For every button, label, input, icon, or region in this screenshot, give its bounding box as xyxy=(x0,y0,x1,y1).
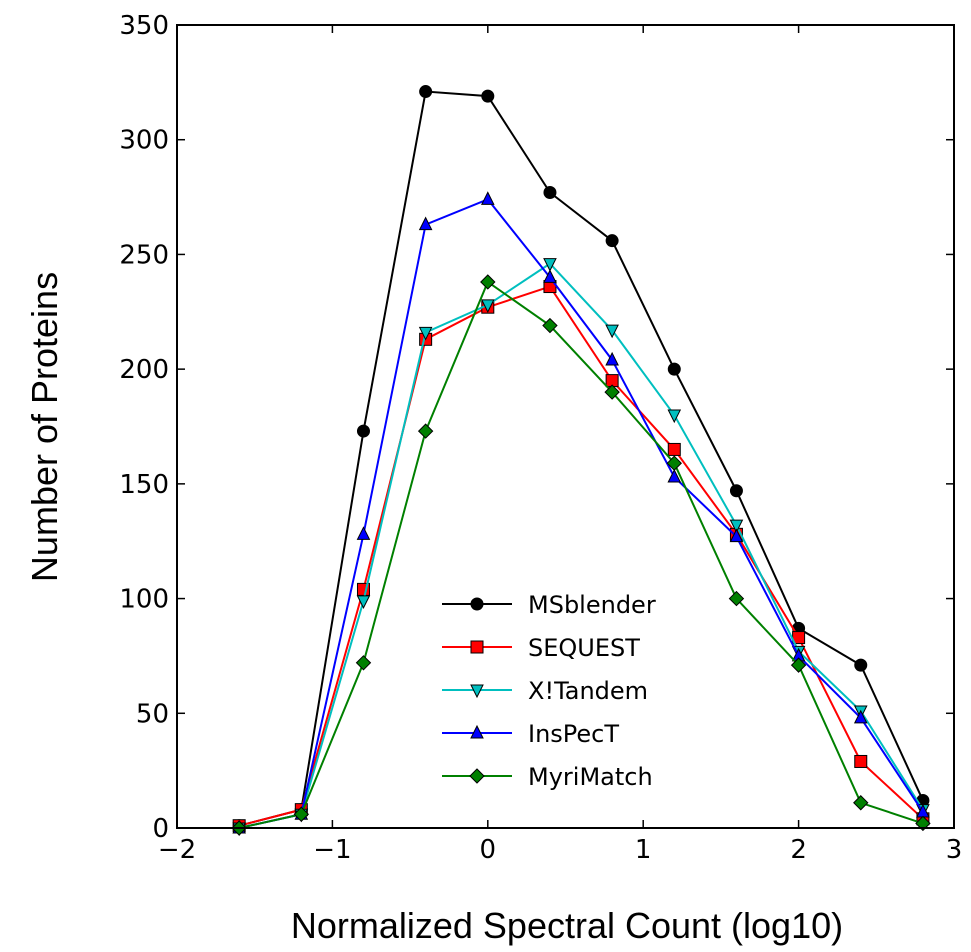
y-tick-label: 100 xyxy=(119,585,169,615)
legend-label: InsPecT xyxy=(528,720,619,748)
x-tick-label: 0 xyxy=(480,835,497,865)
legend-label: SEQUEST xyxy=(528,634,640,662)
legend-marker xyxy=(470,597,484,611)
data-point xyxy=(604,384,620,400)
data-point xyxy=(854,658,868,672)
series-line xyxy=(238,262,924,829)
legend-label: X!Tandem xyxy=(528,677,648,705)
y-tick-label: 0 xyxy=(152,814,169,844)
legend-marker xyxy=(470,684,484,699)
data-point xyxy=(853,795,869,811)
data-point xyxy=(417,423,434,439)
x-tick-label: −1 xyxy=(313,835,351,865)
legend-item: X!Tandem xyxy=(442,677,648,705)
y-tick-label: 350 xyxy=(119,11,169,41)
data-point xyxy=(419,85,433,99)
series-line xyxy=(238,280,924,829)
legend-marker xyxy=(470,640,484,654)
series-sequest xyxy=(232,280,930,833)
legend-item: InsPecT xyxy=(442,720,619,748)
data-point xyxy=(418,216,433,231)
data-point xyxy=(480,274,496,290)
data-point xyxy=(542,317,558,334)
legend-marker xyxy=(470,724,484,739)
data-point xyxy=(853,709,868,724)
data-point xyxy=(356,595,371,609)
y-tick-label: 150 xyxy=(119,470,169,500)
data-point xyxy=(854,754,868,768)
data-point xyxy=(729,484,743,498)
series-myrimatch xyxy=(231,274,931,836)
data-point xyxy=(480,191,495,205)
data-point xyxy=(356,424,370,438)
legend-label: MSblender xyxy=(528,591,656,619)
data-point xyxy=(480,299,495,314)
data-point xyxy=(728,590,745,607)
y-tick-label: 200 xyxy=(119,355,169,385)
data-point xyxy=(418,326,433,341)
x-tick-label: 2 xyxy=(790,835,807,865)
data-point xyxy=(667,362,681,376)
data-point xyxy=(293,806,310,822)
legend-item: SEQUEST xyxy=(442,634,640,662)
data-point xyxy=(729,519,744,534)
data-point xyxy=(481,89,495,103)
data-point xyxy=(667,442,681,456)
y-tick-label: 300 xyxy=(119,126,169,156)
data-point xyxy=(605,234,619,248)
data-point xyxy=(605,351,619,366)
series-line xyxy=(238,198,924,829)
legend: MSblender SEQUEST X!Tandem InsPecT MyriMatch xyxy=(442,591,656,791)
legend-item: MSblender xyxy=(442,591,656,619)
y-axis-label: Number of Proteins xyxy=(24,272,65,582)
x-tick-label: 1 xyxy=(635,835,652,865)
data-point xyxy=(666,455,682,471)
data-point xyxy=(355,655,372,671)
x-tick-label: 3 xyxy=(946,835,963,865)
series-line xyxy=(238,90,924,827)
legend-marker xyxy=(469,768,485,784)
x-axis-label: Normalized Spectral Count (log10) xyxy=(291,905,843,946)
data-point xyxy=(729,528,744,543)
data-point xyxy=(543,258,557,272)
legend-item: MyriMatch xyxy=(442,763,653,791)
series-x-tandem xyxy=(232,258,930,837)
x-tick-label: −2 xyxy=(158,835,196,865)
plot-frame xyxy=(176,24,955,829)
data-point xyxy=(790,657,807,673)
series-line xyxy=(238,285,924,827)
legend-label: MyriMatch xyxy=(528,763,653,791)
data-point xyxy=(605,324,619,339)
data-point xyxy=(543,185,557,199)
data-point xyxy=(667,468,682,483)
y-tick-label: 50 xyxy=(136,699,169,729)
data-point xyxy=(915,815,931,832)
plot-area: −2 −1 0 1 2 3 0 50 100 150 200 250 300 350 xyxy=(119,11,962,865)
data-point xyxy=(356,526,371,540)
data-point xyxy=(543,269,557,283)
data-point xyxy=(667,409,682,424)
y-tick-label: 250 xyxy=(119,240,169,270)
